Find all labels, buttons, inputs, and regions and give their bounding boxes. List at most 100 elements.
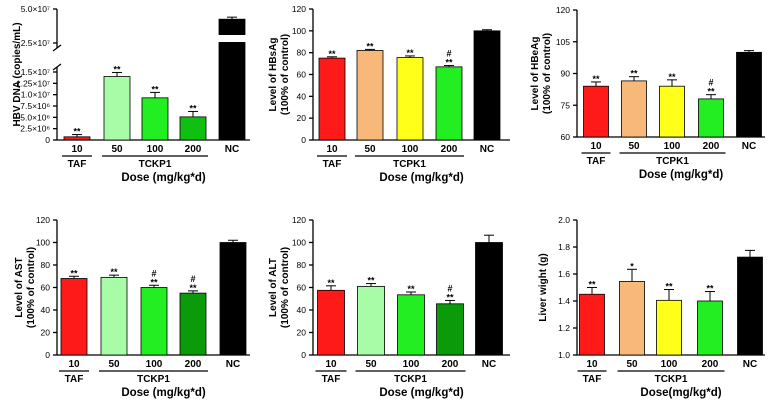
y-tick-label: 75: [561, 100, 571, 110]
x-tick-label: 10: [590, 141, 602, 152]
bar-50: [621, 80, 647, 138]
x-axis-title: Dose (mg/kg*d): [121, 172, 206, 184]
y-tick-label: 120: [292, 215, 306, 225]
y-tick-label: 1.0: [558, 350, 570, 360]
y-tick-label: 80: [41, 260, 51, 270]
bar-NC: [736, 51, 762, 138]
x-tick-label: 10: [586, 359, 598, 370]
x-tick-label: 100: [146, 359, 163, 370]
significance-mark: **: [588, 280, 596, 290]
significance-mark: **: [407, 284, 415, 294]
significance-mark: **: [73, 127, 81, 137]
y-tick-label: 100: [292, 26, 306, 36]
significance-mark: **: [151, 84, 159, 94]
bar-200: [697, 300, 723, 356]
y-tick-label: 1.25×10⁷: [16, 78, 50, 88]
significance-mark: **: [406, 48, 414, 58]
x-axis-title: Dose (mg/kg*d): [639, 169, 724, 181]
y-axis-label: Liver wight (g): [538, 253, 549, 321]
bar-100: [656, 299, 682, 356]
y-tick-label: 2.5×10⁷: [21, 38, 50, 48]
group-label: TAF: [323, 159, 342, 170]
significance-mark: #: [151, 268, 156, 278]
significance-mark: **: [366, 41, 374, 51]
x-tick-label: 10: [326, 144, 338, 155]
bar-NC: [737, 256, 763, 356]
y-tick-label: 2.5×10⁶: [20, 124, 50, 134]
y-tick-label: 105: [556, 37, 570, 47]
bar-50: [357, 285, 385, 356]
significance-mark: **: [189, 283, 197, 293]
x-tick-label: 200: [702, 359, 719, 370]
y-tick-label: 20: [41, 328, 51, 338]
x-tick-label: 10: [325, 359, 337, 370]
y-axis-label: Level of ALT(100% of control): [268, 247, 291, 328]
y-tick-label: 40: [41, 305, 51, 315]
x-tick-label: 200: [441, 144, 458, 155]
y-tick-label: 20: [297, 328, 307, 338]
y-tick-label: 5.0×10⁷: [21, 4, 50, 14]
y-axis-label: Level of AST(100% of control): [14, 247, 37, 328]
bar-200: [179, 116, 207, 141]
group-label: TCKP1: [655, 374, 688, 385]
bar-10: [318, 57, 346, 141]
bar-50: [356, 50, 384, 141]
bar-200: [435, 66, 463, 141]
x-tick-label: NC: [225, 144, 239, 155]
group-label: TAF: [68, 159, 87, 170]
bar-200: [179, 292, 207, 356]
y-tick-label: 0: [301, 135, 306, 145]
x-tick-label: NC: [226, 359, 240, 370]
significance-mark: **: [328, 49, 336, 59]
bar-50: [619, 281, 645, 356]
bar-100: [140, 287, 168, 356]
panel-hbeag: 60 75 90 105 120 Level of HBeAg(100% of contr…: [530, 5, 765, 181]
x-tick-label: 10: [71, 144, 83, 155]
group-label: TCKP1: [394, 374, 427, 385]
y-tick-label: 7.5×10⁶: [20, 101, 50, 111]
significance-mark: **: [110, 267, 118, 277]
bar-50: [103, 76, 131, 141]
x-tick-label: NC: [480, 144, 494, 155]
y-tick-label: 1.2: [558, 323, 570, 333]
x-tick-label: 50: [628, 141, 640, 152]
significance-mark: **: [707, 87, 715, 97]
axis-break-mark: [52, 44, 62, 52]
x-tick-label: 50: [365, 359, 377, 370]
group-label: TAF: [322, 374, 341, 385]
x-tick-label: NC: [482, 359, 496, 370]
x-axis-title: Dose (mg/kg*d): [121, 387, 206, 399]
bar-10: [583, 85, 609, 138]
significance-mark: #: [447, 283, 452, 293]
x-tick-label: 100: [403, 359, 420, 370]
x-axis-title: Dose(mg/kg*d): [640, 387, 721, 399]
x-tick-label: 100: [402, 144, 419, 155]
group-label: TCPK1: [656, 156, 689, 167]
significance-mark: **: [113, 64, 121, 74]
y-tick-label: 1.4: [558, 296, 570, 306]
significance-mark: #: [190, 274, 195, 284]
y-tick-label: 60: [561, 132, 571, 142]
x-tick-label: NC: [742, 141, 756, 152]
axis-break-mark: [52, 63, 62, 71]
x-tick-label: 200: [442, 359, 459, 370]
x-tick-label: 200: [703, 141, 720, 152]
bar-NC: [219, 242, 247, 356]
x-tick-label: 50: [364, 144, 376, 155]
group-label: TCPK1: [393, 159, 426, 170]
x-tick-label: NC: [743, 359, 757, 370]
x-axis-title: Dose (mg/kg*d): [379, 387, 464, 399]
significance-mark: **: [665, 282, 673, 292]
bar-100: [659, 85, 685, 138]
significance-mark: **: [630, 69, 638, 79]
y-tick-label: 80: [297, 48, 307, 58]
group-label: TAF: [65, 374, 84, 385]
bar-10: [63, 136, 91, 141]
y-tick-label: 60: [41, 283, 51, 293]
significance-mark: **: [150, 277, 158, 287]
significance-mark: #: [446, 49, 451, 59]
bar-break-gap: [218, 35, 246, 42]
bar-50: [100, 276, 128, 356]
significance-mark: **: [327, 278, 335, 288]
